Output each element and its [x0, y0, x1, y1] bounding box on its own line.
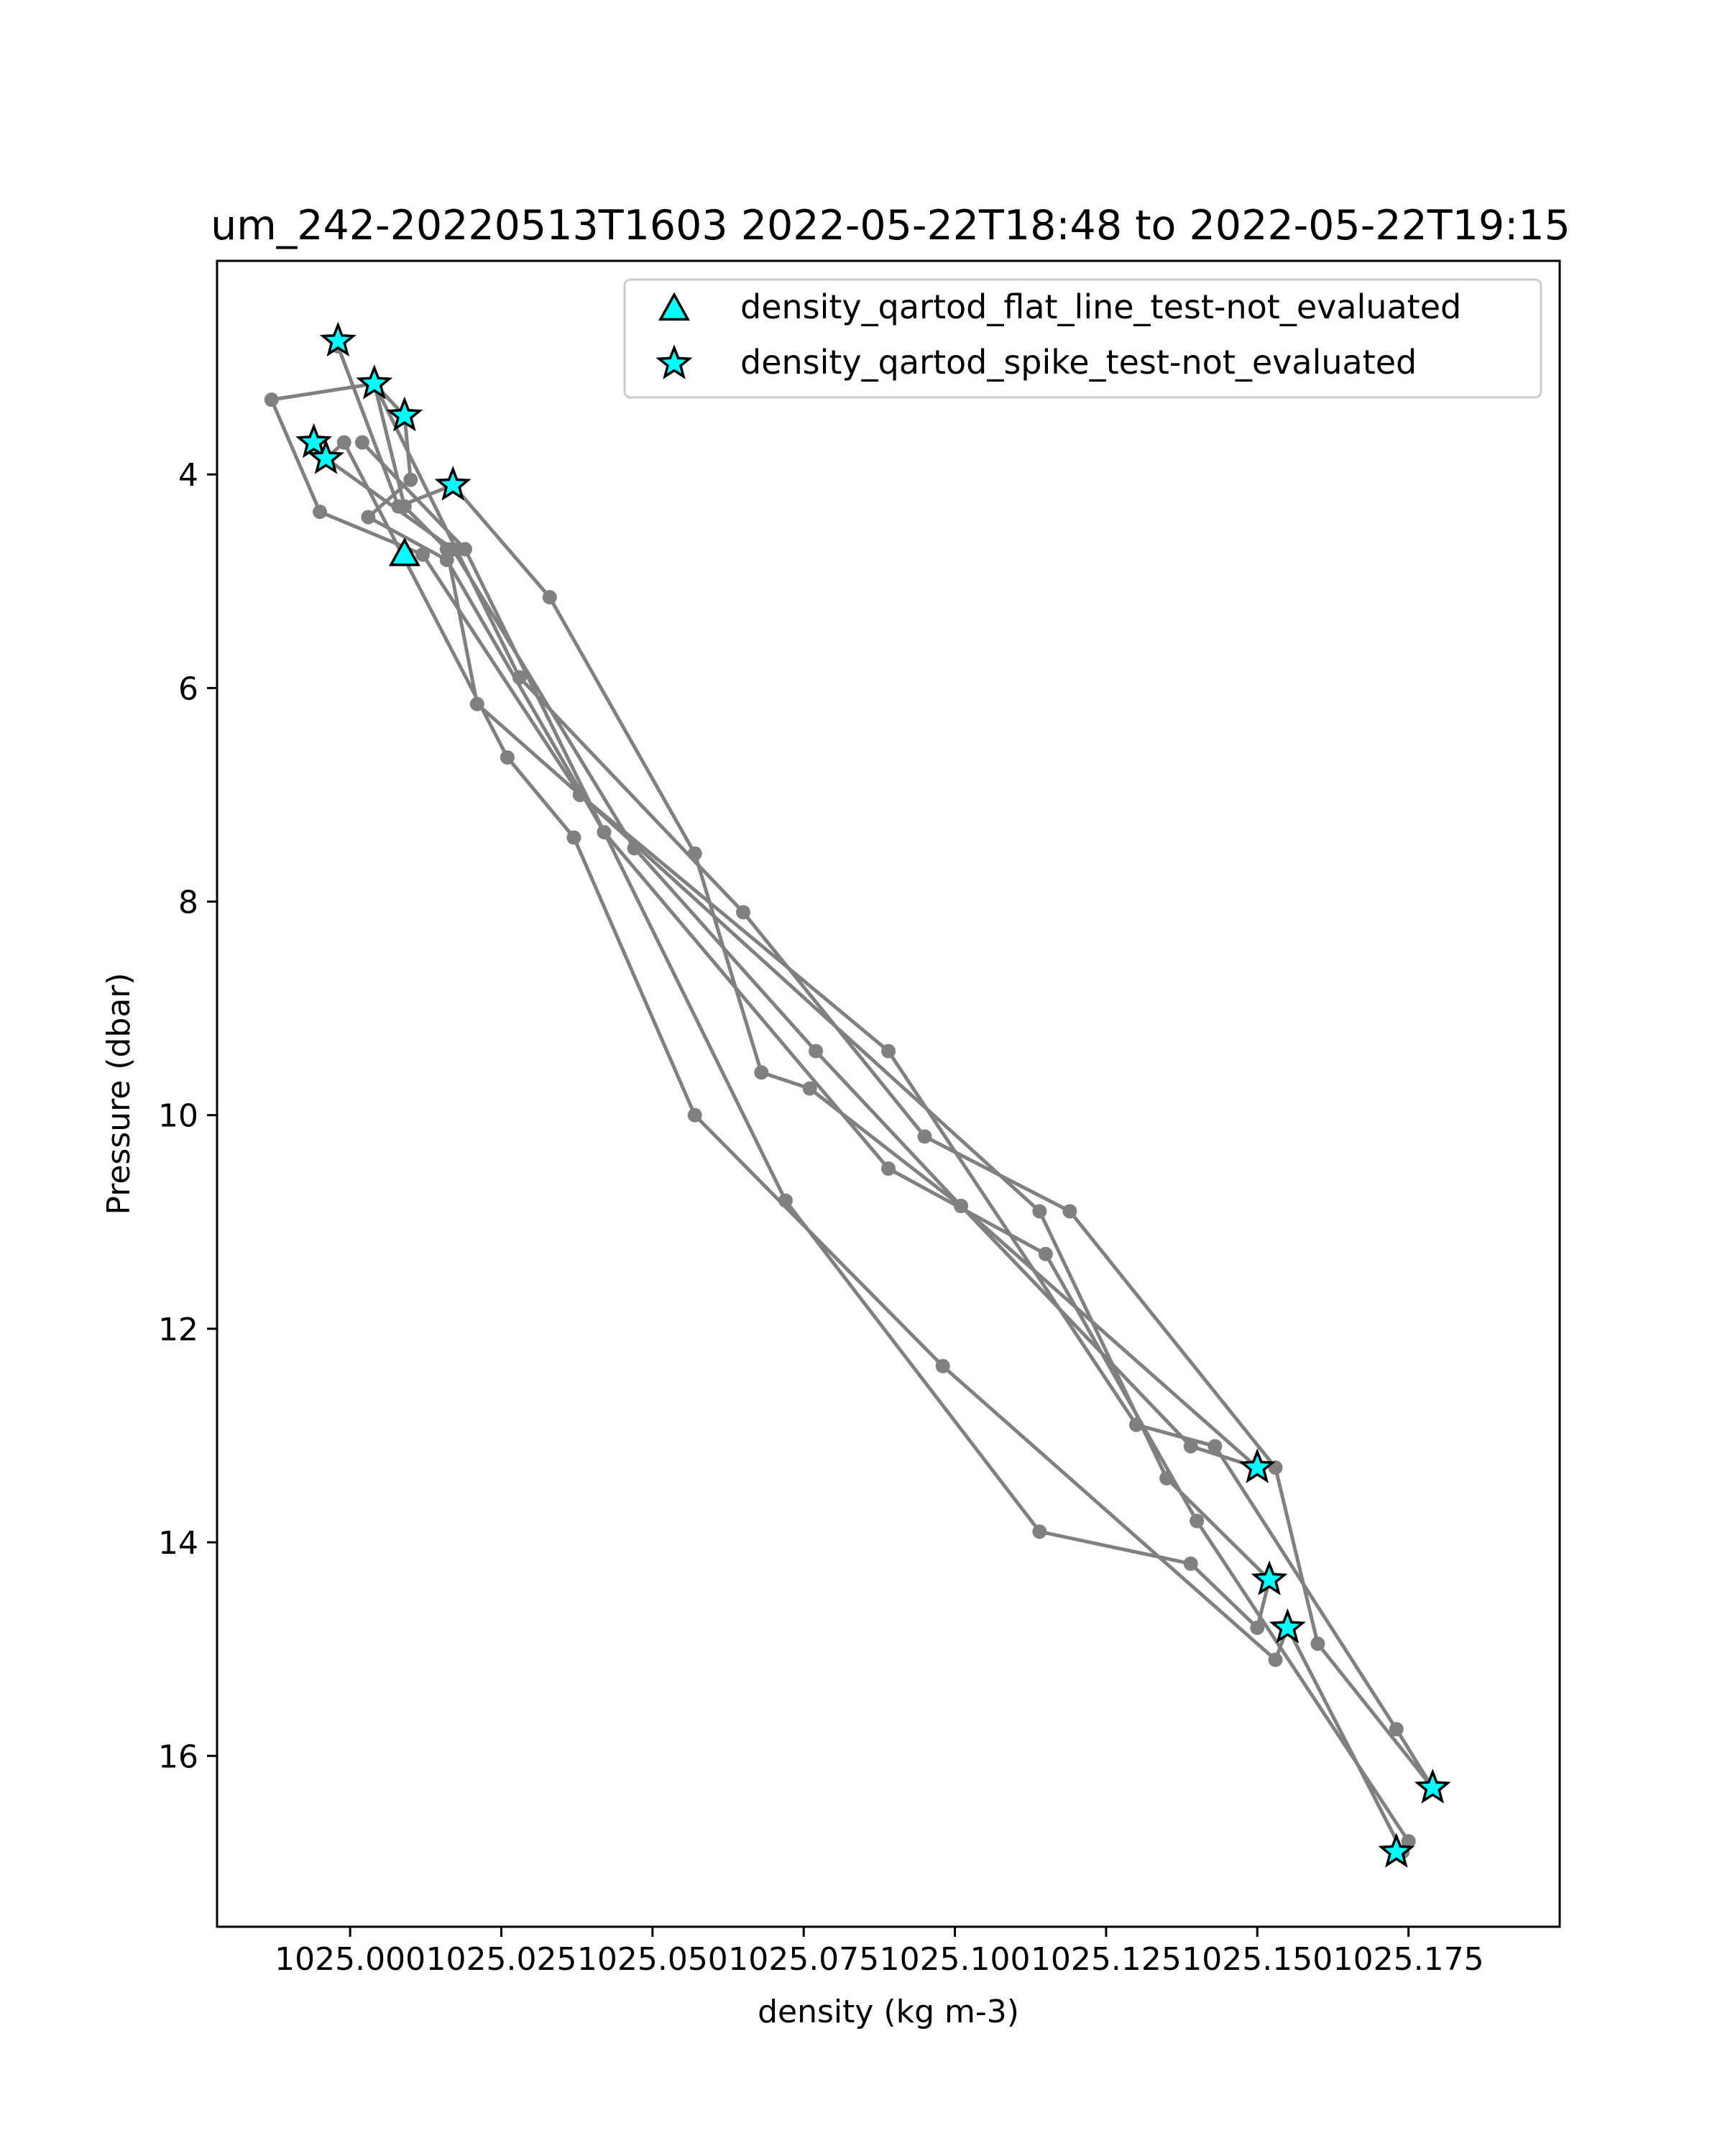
x-tick-label: 1025.075 [728, 1941, 879, 1978]
profile-point [1032, 1524, 1047, 1539]
x-tick-label: 1025.125 [1031, 1941, 1182, 1978]
profile-point [1183, 1439, 1198, 1454]
spike-test-marker [1251, 1560, 1288, 1595]
profile-point [403, 472, 418, 487]
legend-markers [656, 292, 693, 379]
profile-point [1183, 1556, 1198, 1571]
profile-point [953, 1199, 968, 1214]
y-tick-label: 4 [178, 457, 198, 494]
y-tick-label: 12 [158, 1312, 198, 1348]
spike-test-marker [1238, 1448, 1276, 1483]
profile-point [627, 841, 642, 856]
profile-point [512, 670, 527, 685]
y-axis-title: Pressure (dbar) [101, 972, 137, 1215]
x-axis: 1025.000 1025.025 1025.050 1025.075 1025.100… [275, 1927, 1484, 1978]
spike-test-marker [1414, 1769, 1451, 1804]
profile-point [397, 499, 412, 514]
legend: density_qartod_flat_line_test-not_evalua… [623, 278, 1542, 399]
y-tick-label: 16 [158, 1738, 198, 1775]
profile-point [1389, 1722, 1404, 1737]
y-tick-label: 10 [158, 1098, 198, 1135]
spike-test-marker [434, 466, 472, 501]
profile-point [736, 905, 751, 920]
x-axis-title: density (kg m-3) [758, 1994, 1019, 2030]
profile-point [1250, 1620, 1265, 1635]
profile-point [1208, 1439, 1223, 1454]
profile-point [881, 1161, 896, 1176]
y-tick-label: 6 [178, 671, 198, 707]
spike-test-marker [319, 321, 356, 357]
y-axis: 4 6 8 10 12 14 16 [158, 457, 217, 1775]
x-tick-label: 1025.050 [577, 1941, 728, 1978]
legend-label-flat-line: density_qartod_flat_line_test-not_evalua… [740, 287, 1461, 326]
profile-point [1128, 1417, 1144, 1432]
spike-test-marker [356, 364, 393, 400]
spike-test-marker [307, 439, 344, 474]
legend-label-spike: density_qartod_spike_test-not_evaluated [740, 343, 1417, 382]
marker-layer [295, 321, 1451, 1868]
x-tick-label: 1025.100 [880, 1941, 1031, 1978]
legend-marker-spike [656, 344, 693, 379]
spike-test-marker [295, 423, 333, 459]
profile-point [457, 542, 472, 557]
profile-point [597, 824, 612, 839]
profile-point [935, 1358, 950, 1373]
profile-point [687, 846, 702, 861]
profile-point [809, 1044, 824, 1059]
profile-point [264, 392, 279, 407]
profile-point [336, 435, 351, 450]
legend-marker-flat-line [658, 292, 690, 321]
profile-point [917, 1129, 932, 1144]
profile-layer [264, 338, 1440, 1859]
profile-point [1190, 1514, 1205, 1529]
profile-point [1268, 1652, 1283, 1667]
profile-point [778, 1193, 793, 1208]
profile-point [542, 590, 557, 605]
profile-point [354, 435, 369, 450]
spike-test-marker [386, 396, 423, 432]
chart-title: um_242-20220513T1603 2022-05-22T18:48 to… [211, 202, 1570, 249]
profile-point [566, 830, 581, 845]
profile-point [469, 696, 484, 711]
profile-point [439, 553, 454, 568]
profile-point [500, 750, 515, 765]
profile-point [313, 505, 328, 520]
x-tick-label: 1025.000 [275, 1941, 426, 1978]
profile-point [881, 1044, 896, 1059]
profile-point [572, 787, 587, 802]
profile-line [270, 346, 1435, 1854]
profile-point [1401, 1834, 1416, 1849]
spike-test-marker [1269, 1608, 1306, 1644]
profile-point [415, 547, 431, 562]
spike-test-marker [1378, 1833, 1415, 1868]
legend-box [623, 278, 1542, 399]
x-tick-label: 1025.150 [1182, 1941, 1333, 1978]
profile-point [1032, 1204, 1047, 1219]
profile-point [1038, 1246, 1053, 1261]
profile-point [361, 510, 376, 525]
profile-point [687, 1107, 702, 1123]
profile-point [754, 1065, 769, 1080]
x-tick-label: 1025.025 [426, 1941, 577, 1978]
profile-point [1062, 1204, 1077, 1219]
profile-point [439, 542, 454, 557]
profile-point [1310, 1636, 1325, 1651]
y-tick-label: 14 [158, 1525, 198, 1562]
x-tick-label: 1025.175 [1333, 1941, 1484, 1978]
flat-line-test-marker [388, 538, 420, 566]
plot-frame [216, 259, 1561, 1928]
profile-point [802, 1081, 817, 1096]
y-tick-label: 8 [178, 885, 198, 921]
profile-point [1159, 1470, 1174, 1485]
